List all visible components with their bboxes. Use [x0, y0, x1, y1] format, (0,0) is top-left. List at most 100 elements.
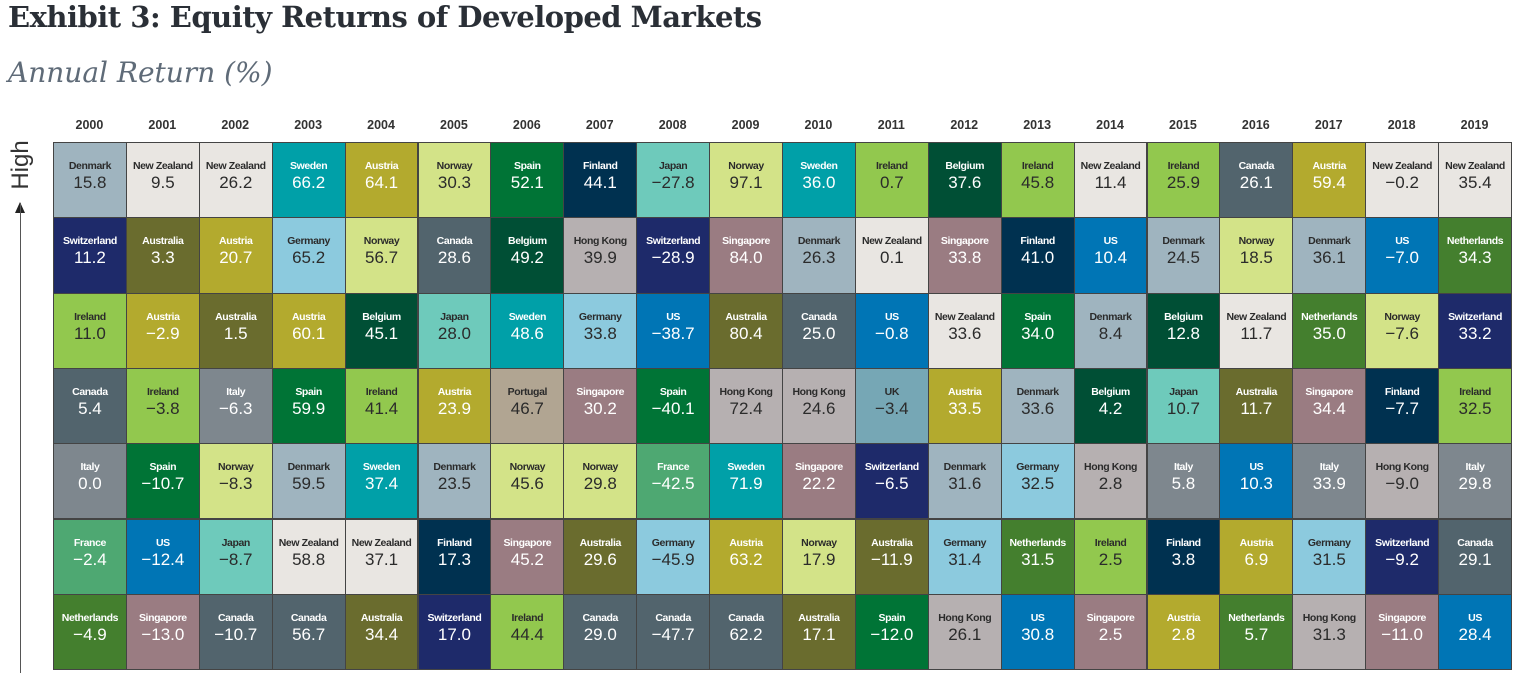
cell-return-value: −8.7 [218, 549, 253, 569]
cell-country: Hong Kong [1084, 461, 1138, 474]
cell-country: Hong Kong [719, 385, 773, 398]
return-cell: Italy 29.8 [1438, 443, 1512, 520]
year-label: 2000 [75, 118, 104, 132]
cell-return-value: 10.7 [1166, 398, 1200, 418]
cell-return-value: 29.6 [583, 549, 617, 569]
cell-country: Ireland [876, 160, 908, 172]
cell-country: Denmark [943, 461, 987, 474]
cell-return-value: −9.2 [1385, 549, 1419, 569]
year-label: 2016 [1241, 118, 1270, 132]
return-cell: Ireland 45.8 [1000, 142, 1075, 219]
year-label: 2011 [877, 118, 905, 132]
cell-country: Finland [1384, 385, 1420, 398]
cell-return-value: 20.7 [219, 248, 253, 268]
cell-country: Hong Kong [573, 235, 627, 248]
exhibit-title: Exhibit 3: Equity Returns of Developed M… [8, 0, 762, 34]
cell-return-value: 45.1 [364, 323, 399, 343]
return-cell: Singapore 45.2 [490, 518, 565, 595]
return-cell: Belgium 4.2 [1073, 367, 1148, 445]
return-cell: Canada 25.0 [782, 292, 856, 369]
cell-country: US [1395, 235, 1410, 248]
cell-return-value: 62.2 [729, 624, 763, 644]
return-cell: New Zealand 37.1 [344, 518, 419, 595]
cell-country: Netherlands [1446, 235, 1504, 248]
cell-country: Finland [437, 536, 472, 549]
cell-country: Italy [226, 385, 246, 398]
cell-return-value: 29.8 [1458, 474, 1492, 494]
return-cell: Finland 3.8 [1146, 518, 1221, 595]
return-cell: Spain 52.1 [490, 142, 565, 219]
return-cell: Norway 30.3 [417, 142, 492, 219]
return-cell: Australia 29.6 [563, 518, 638, 595]
year-label: 2007 [585, 118, 614, 132]
cell-country: Sweden [727, 461, 765, 474]
return-cell: Ireland 11.0 [53, 292, 127, 369]
cell-return-value: 41.4 [364, 398, 399, 418]
cell-country: Finland [1020, 235, 1055, 248]
cell-return-value: 30.8 [1021, 624, 1055, 644]
cell-return-value: −12.0 [870, 624, 914, 644]
cell-country: Germany [943, 536, 987, 549]
cell-return-value: 10.4 [1093, 248, 1128, 268]
return-cell: Austria 23.9 [417, 367, 492, 445]
cell-return-value: 24.6 [802, 398, 836, 418]
return-cell: Japan −27.8 [636, 142, 711, 219]
cell-return-value: −4.9 [73, 624, 107, 644]
cell-country: Austria [1239, 536, 1274, 549]
return-cell: Australia 80.4 [709, 292, 783, 369]
cell-return-value: −7.6 [1385, 323, 1419, 343]
cell-return-value: −45.9 [651, 549, 695, 569]
cell-country: Denmark [1016, 385, 1060, 398]
cell-country: Ireland [511, 611, 544, 624]
cell-country: Canada [582, 611, 618, 624]
return-cell: Ireland 41.4 [344, 367, 419, 445]
cell-return-value: −3.8 [146, 398, 180, 418]
cell-return-value: 97.1 [729, 173, 763, 192]
cell-country: Spain [1024, 310, 1051, 323]
return-cell: Belgium 12.8 [1146, 292, 1221, 369]
cell-country: Japan [221, 536, 251, 549]
cell-return-value: 33.9 [1312, 474, 1346, 494]
return-cell: Ireland 0.7 [854, 142, 929, 219]
return-cell: Australia 34.4 [344, 593, 419, 671]
cell-country: Netherlands [61, 611, 119, 624]
return-cell: Ireland 25.9 [1146, 142, 1221, 219]
return-cell: Italy −6.3 [198, 367, 273, 445]
cell-country: Norway [217, 461, 254, 474]
cell-return-value: 10.3 [1239, 474, 1273, 494]
return-cell: Sweden 36.0 [782, 142, 856, 219]
return-cell: Italy 33.9 [1292, 443, 1367, 520]
cell-country: Ireland [1167, 160, 1200, 172]
returns-grid: Denmark 15.8 Switzerland 11.2 Ireland 11.0 Can… [53, 142, 1513, 682]
return-cell: Germany 32.5 [1000, 443, 1075, 520]
cell-return-value: 11.7 [1240, 323, 1273, 343]
cell-country: Singapore [940, 235, 989, 248]
cell-return-value: 52.1 [510, 173, 544, 192]
cell-return-value: 35.0 [1312, 323, 1346, 343]
cell-country: Hong Kong [792, 385, 846, 398]
cell-return-value: 41.0 [1021, 248, 1055, 268]
cell-return-value: 56.7 [364, 248, 399, 268]
cell-return-value: 18.5 [1239, 248, 1273, 268]
cell-return-value: −47.7 [651, 624, 695, 644]
return-cell: Switzerland 17.0 [417, 593, 492, 671]
return-cell: Ireland 2.5 [1073, 518, 1148, 595]
cell-country: Belgium [508, 235, 547, 248]
cell-return-value: 36.1 [1312, 248, 1346, 268]
cell-return-value: 11.2 [74, 248, 106, 268]
return-cell: Australia 17.1 [782, 593, 856, 671]
cell-return-value: 44.4 [510, 624, 544, 644]
cell-country: UK [884, 385, 900, 398]
cell-country: Singapore [722, 235, 770, 248]
return-cell: Canada 29.0 [563, 593, 638, 671]
cell-return-value: 30.2 [583, 398, 617, 418]
cell-country: Spain [878, 611, 906, 624]
return-cell: Sweden 37.4 [344, 443, 419, 520]
cell-country: Norway [728, 160, 764, 172]
cell-country: Australia [798, 611, 840, 624]
cell-country: Singapore [795, 461, 843, 474]
return-cell: New Zealand 26.2 [198, 142, 273, 219]
return-cell: Canada 62.2 [709, 593, 783, 671]
cell-country: Denmark [797, 235, 841, 248]
return-cell: Norway 97.1 [709, 142, 783, 219]
